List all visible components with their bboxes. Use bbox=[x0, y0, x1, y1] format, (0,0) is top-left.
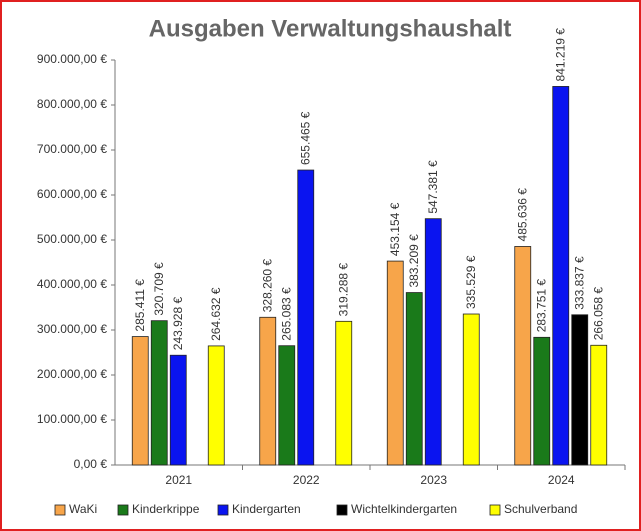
bar bbox=[514, 246, 532, 466]
legend-swatch bbox=[336, 504, 348, 516]
legend-swatch bbox=[489, 504, 501, 516]
y-tick-label: 100.000,00 € bbox=[37, 412, 107, 426]
bar bbox=[590, 344, 608, 466]
value-label: 328.260 € bbox=[260, 259, 274, 313]
legend-swatch bbox=[54, 504, 66, 516]
bar bbox=[297, 169, 315, 466]
value-label: 320.709 € bbox=[152, 262, 166, 316]
value-label: 266.058 € bbox=[591, 287, 605, 341]
chart-title: Ausgaben Verwaltungshaushalt bbox=[149, 15, 512, 42]
bar bbox=[207, 345, 225, 466]
bar bbox=[571, 314, 589, 466]
y-tick-label: 500.000,00 € bbox=[37, 232, 107, 246]
bar bbox=[131, 336, 149, 466]
y-tick-label: 300.000,00 € bbox=[37, 322, 107, 336]
value-label: 383.209 € bbox=[407, 234, 421, 288]
legend-label: Kinderkrippe bbox=[132, 502, 200, 516]
value-label: 243.928 € bbox=[171, 297, 185, 351]
y-tick-label: 200.000,00 € bbox=[37, 367, 107, 381]
bar bbox=[150, 320, 168, 466]
y-tick-label: 0,00 € bbox=[74, 457, 108, 471]
x-tick-label: 2021 bbox=[165, 473, 192, 487]
value-label: 655.465 € bbox=[298, 111, 312, 165]
y-tick-label: 600.000,00 € bbox=[37, 187, 107, 201]
bar bbox=[405, 292, 423, 466]
y-tick-label: 700.000,00 € bbox=[37, 142, 107, 156]
value-label: 265.083 € bbox=[279, 287, 293, 341]
value-label: 285.411 € bbox=[133, 279, 147, 332]
legend-swatch bbox=[117, 504, 129, 516]
bar bbox=[424, 218, 442, 466]
x-tick-label: 2022 bbox=[293, 473, 320, 487]
y-tick-label: 900.000,00 € bbox=[37, 52, 107, 66]
bar bbox=[462, 313, 480, 466]
value-label: 841.219 € bbox=[553, 28, 567, 82]
legend-label: Kindergarten bbox=[232, 502, 301, 516]
value-label: 453.154 € bbox=[388, 202, 402, 256]
value-label: 335.529 € bbox=[464, 255, 478, 309]
legend-label: Schulverband bbox=[504, 502, 577, 516]
x-tick-label: 2024 bbox=[548, 473, 575, 487]
x-tick-label: 2023 bbox=[420, 473, 447, 487]
bar bbox=[259, 316, 277, 466]
value-label: 333.837 € bbox=[572, 256, 586, 310]
legend-swatch bbox=[217, 504, 229, 516]
value-label: 547.381 € bbox=[426, 160, 440, 214]
bar bbox=[335, 320, 353, 466]
y-tick-label: 400.000,00 € bbox=[37, 277, 107, 291]
bar bbox=[552, 86, 570, 466]
y-tick-label: 800.000,00 € bbox=[37, 97, 107, 111]
bar bbox=[386, 260, 404, 466]
value-label: 319.288 € bbox=[336, 263, 350, 317]
value-label: 283.751 € bbox=[534, 279, 548, 333]
legend-label: Wichtelkindergarten bbox=[351, 502, 457, 516]
bar bbox=[278, 345, 296, 466]
value-label: 264.632 € bbox=[209, 287, 223, 341]
bar bbox=[533, 336, 551, 466]
value-label: 485.636 € bbox=[515, 188, 529, 242]
legend-label: WaKi bbox=[69, 502, 97, 516]
bar bbox=[169, 354, 187, 466]
